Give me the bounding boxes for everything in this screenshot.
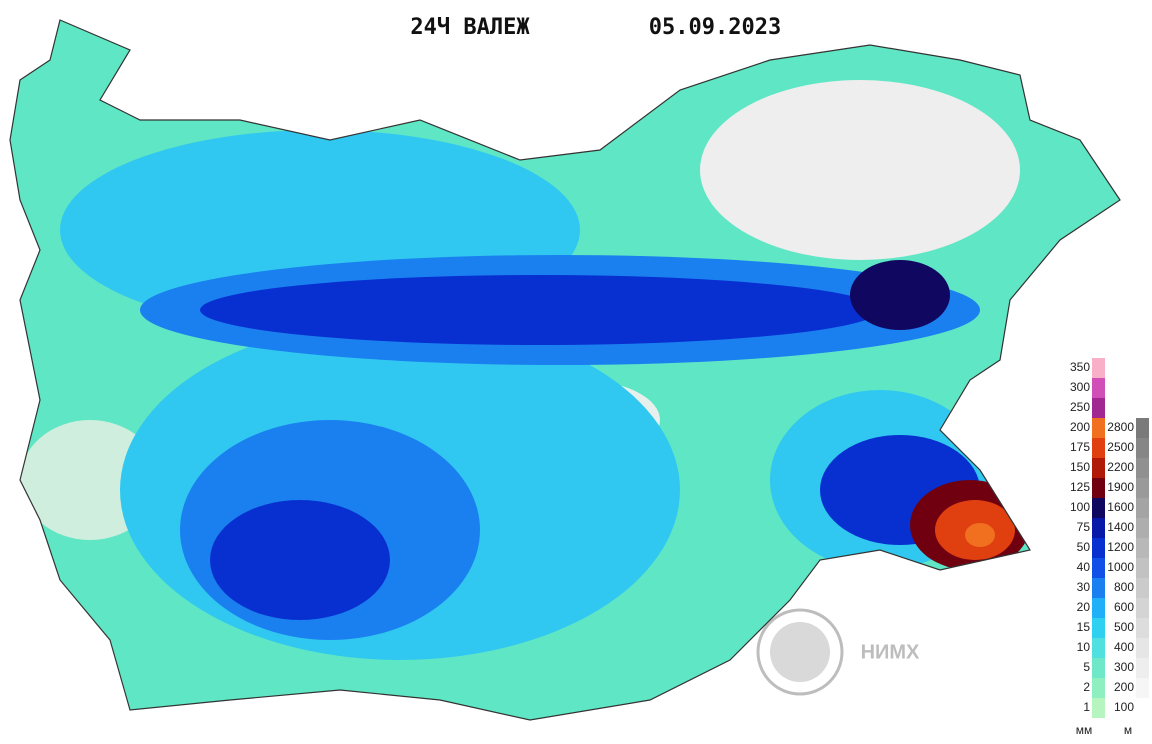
elevation-swatch bbox=[1136, 438, 1149, 458]
elevation-label: 400 bbox=[1114, 640, 1134, 654]
precipitation-label: 200 bbox=[1070, 420, 1090, 434]
precipitation-swatch bbox=[1092, 458, 1105, 478]
elevation-swatch bbox=[1136, 658, 1149, 678]
precipitation-label: 350 bbox=[1070, 360, 1090, 374]
precipitation-swatch bbox=[1092, 578, 1105, 598]
precipitation-swatch bbox=[1092, 698, 1105, 718]
elevation-label: 2200 bbox=[1107, 460, 1134, 474]
elevation-label: 2500 bbox=[1107, 440, 1134, 454]
precipitation-swatch bbox=[1092, 658, 1105, 678]
legend: 1251015203040507510012515017520025030035… bbox=[1070, 358, 1149, 737]
elevation-label: 100 bbox=[1114, 700, 1134, 714]
precipitation-label: 175 bbox=[1070, 440, 1090, 454]
precipitation-label: 10 bbox=[1077, 640, 1091, 654]
elevation-swatch bbox=[1136, 698, 1149, 718]
precipitation-unit: мм bbox=[1076, 723, 1093, 737]
logo-text: НИМХ bbox=[861, 641, 920, 663]
precipitation-swatch bbox=[1092, 358, 1105, 378]
country-border bbox=[9, 19, 1121, 721]
precipitation-swatch bbox=[1092, 518, 1105, 538]
precipitation-swatch bbox=[1092, 618, 1105, 638]
precipitation-swatch bbox=[1092, 418, 1105, 438]
elevation-label: 800 bbox=[1114, 580, 1134, 594]
map-title: 24Ч ВАЛЕЖ bbox=[410, 15, 530, 40]
elevation-unit: м bbox=[1124, 723, 1132, 737]
elevation-swatch bbox=[1136, 538, 1149, 558]
precipitation-label: 125 bbox=[1070, 480, 1090, 494]
precipitation-swatch bbox=[1092, 398, 1105, 418]
precipitation-label: 5 bbox=[1083, 660, 1090, 674]
precipitation-label: 15 bbox=[1077, 620, 1091, 634]
elevation-swatch bbox=[1136, 478, 1149, 498]
precipitation-swatch bbox=[1092, 438, 1105, 458]
precipitation-label: 300 bbox=[1070, 380, 1090, 394]
map-date: 05.09.2023 bbox=[649, 15, 781, 40]
elevation-label: 1600 bbox=[1107, 500, 1134, 514]
precipitation-swatch bbox=[1092, 598, 1105, 618]
elevation-swatch bbox=[1136, 458, 1149, 478]
elevation-label: 1900 bbox=[1107, 480, 1134, 494]
precipitation-label: 30 bbox=[1077, 580, 1091, 594]
elevation-swatch bbox=[1136, 638, 1149, 658]
precipitation-label: 50 bbox=[1077, 540, 1091, 554]
precipitation-label: 75 bbox=[1077, 520, 1091, 534]
elevation-label: 600 bbox=[1114, 600, 1134, 614]
elevation-swatch bbox=[1136, 558, 1149, 578]
precipitation-swatch bbox=[1092, 638, 1105, 658]
precipitation-swatch bbox=[1092, 378, 1105, 398]
precipitation-swatch bbox=[1092, 498, 1105, 518]
elevation-swatch bbox=[1136, 498, 1149, 518]
precipitation-label: 2 bbox=[1083, 680, 1090, 694]
precipitation-label: 100 bbox=[1070, 500, 1090, 514]
precipitation-label: 150 bbox=[1070, 460, 1090, 474]
elevation-label: 1400 bbox=[1107, 520, 1134, 534]
elevation-swatch bbox=[1136, 618, 1149, 638]
elevation-label: 2800 bbox=[1107, 420, 1134, 434]
elevation-swatch bbox=[1136, 518, 1149, 538]
elevation-swatch bbox=[1136, 678, 1149, 698]
logo: НИМХ bbox=[756, 608, 920, 696]
elevation-label: 500 bbox=[1114, 620, 1134, 634]
elevation-label: 1000 bbox=[1107, 560, 1134, 574]
elevation-label: 300 bbox=[1114, 660, 1134, 674]
elevation-label: 1200 bbox=[1107, 540, 1134, 554]
elevation-swatch bbox=[1136, 418, 1149, 438]
precipitation-label: 20 bbox=[1077, 600, 1091, 614]
precipitation-swatch bbox=[1092, 478, 1105, 498]
precipitation-swatch bbox=[1092, 558, 1105, 578]
elevation-label: 200 bbox=[1114, 680, 1134, 694]
precipitation-swatch bbox=[1092, 538, 1105, 558]
precipitation-label: 40 bbox=[1077, 560, 1091, 574]
precipitation-label: 250 bbox=[1070, 400, 1090, 414]
elevation-swatch bbox=[1136, 598, 1149, 618]
precipitation-label: 1 bbox=[1083, 700, 1090, 714]
precipitation-swatch bbox=[1092, 678, 1105, 698]
elevation-swatch bbox=[1136, 578, 1149, 598]
